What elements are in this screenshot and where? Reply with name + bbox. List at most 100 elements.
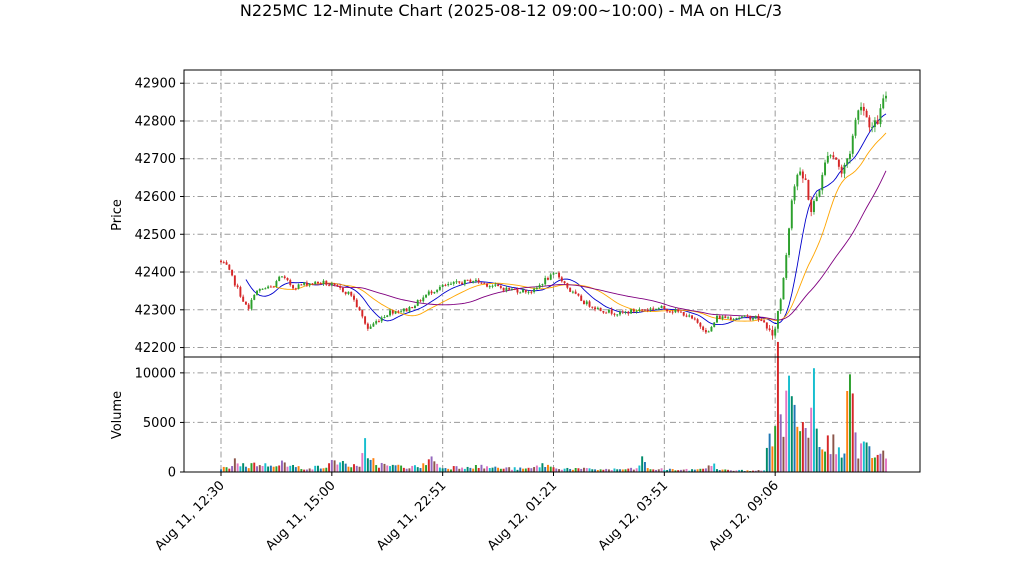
candle-body <box>508 287 511 290</box>
volume-bar <box>269 465 272 472</box>
candle <box>233 275 236 288</box>
volume-bar <box>702 468 705 472</box>
candle <box>879 103 882 128</box>
candle-body <box>677 309 680 312</box>
volume-bar <box>649 469 652 472</box>
candle <box>319 281 322 286</box>
volume-bar <box>693 469 696 472</box>
candle-body <box>585 301 588 305</box>
x-tick-label: Aug 12, 09:06 <box>706 478 782 554</box>
candle <box>267 285 270 290</box>
candle-body <box>616 314 619 316</box>
candle <box>707 330 710 333</box>
candle-body <box>355 299 358 308</box>
candle-body <box>782 277 785 300</box>
volume-bar <box>704 468 707 472</box>
candle <box>818 189 821 198</box>
volume-bar <box>763 470 766 472</box>
volume-bar <box>488 468 491 472</box>
candle-body <box>383 317 386 319</box>
candle <box>868 115 871 132</box>
candle-body <box>666 309 669 312</box>
volume-panel: 0 5000 10000 Volume <box>110 341 921 481</box>
candle-body <box>679 311 682 313</box>
candle <box>369 324 372 329</box>
candle <box>461 281 464 285</box>
volume-bar <box>411 465 414 472</box>
candle-body <box>821 174 824 191</box>
volume-bar <box>405 468 408 472</box>
candle-body <box>541 284 544 286</box>
candle <box>746 314 749 318</box>
candle-body <box>280 276 283 278</box>
volume-bar <box>250 463 253 472</box>
candle <box>602 310 605 314</box>
volume-bar <box>297 466 300 472</box>
volume-bar <box>727 469 730 472</box>
x-tick-label: Aug 11, 22:51 <box>374 478 450 554</box>
volume-bar <box>849 374 851 472</box>
candle <box>821 172 824 195</box>
candle <box>361 309 364 319</box>
candle-body <box>882 98 885 109</box>
volume-bar <box>713 463 716 472</box>
candle-body <box>718 315 721 319</box>
volume-bar <box>441 468 444 472</box>
candle <box>405 307 408 312</box>
volume-bar <box>330 459 333 472</box>
candle-body <box>311 283 314 285</box>
volume-bar <box>566 467 569 472</box>
volume-bar <box>425 465 428 472</box>
volume-bar <box>555 468 558 472</box>
candle-body <box>752 318 754 320</box>
candle <box>480 282 483 285</box>
price-tick-label: 42700 <box>135 152 176 167</box>
candle <box>339 284 342 290</box>
candle <box>843 162 846 178</box>
volume-bar <box>746 470 749 472</box>
candle-body <box>560 277 563 282</box>
volume-bar <box>782 436 785 472</box>
price-tick-label: 42200 <box>135 341 176 356</box>
candle-body <box>394 311 397 314</box>
candle <box>236 283 239 289</box>
volume-bar <box>458 468 461 472</box>
candle <box>871 122 874 133</box>
candle <box>646 308 649 313</box>
candle-body <box>768 328 771 330</box>
candle-body <box>724 316 727 319</box>
volume-bar <box>793 404 796 472</box>
volume-bar <box>843 453 846 472</box>
candle-body <box>519 292 522 294</box>
volume-bar <box>605 468 608 472</box>
candle <box>743 315 746 317</box>
price-axis-label: Price <box>110 199 125 231</box>
candle-body <box>685 315 688 317</box>
volume-bar <box>577 468 580 472</box>
candle <box>555 272 558 274</box>
candle-body <box>660 305 663 309</box>
candle <box>721 315 724 321</box>
candle <box>452 280 455 286</box>
candle-body <box>749 316 752 320</box>
candle <box>350 291 353 298</box>
volume-bar <box>591 469 594 472</box>
candle-body <box>513 288 516 290</box>
volume-bar <box>571 469 574 472</box>
candle <box>660 305 663 309</box>
candle <box>264 287 267 290</box>
candle-body <box>461 282 464 285</box>
candle <box>699 322 702 329</box>
volume-bar <box>510 469 513 472</box>
candle <box>771 325 774 340</box>
candle-body <box>488 286 491 288</box>
volume-bar <box>325 467 328 472</box>
candle-body <box>793 186 796 201</box>
candle-body <box>328 284 331 286</box>
candle <box>436 289 439 294</box>
volume-bar <box>361 453 364 472</box>
candle <box>353 293 355 302</box>
volume-bar <box>613 468 616 472</box>
candle <box>854 117 857 139</box>
volume-bar <box>220 469 222 472</box>
